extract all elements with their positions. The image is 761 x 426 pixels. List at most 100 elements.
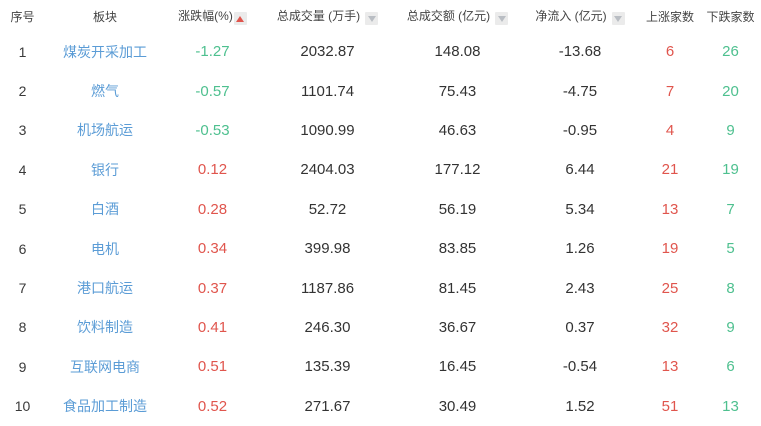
sector-link[interactable]: 煤炭开采加工 xyxy=(63,43,147,60)
sector-link[interactable]: 饮料制造 xyxy=(77,319,133,336)
sector-link[interactable]: 电机 xyxy=(91,240,119,257)
col-header-amount[interactable]: 总成交额 (亿元) xyxy=(395,0,520,32)
down-count-cell: 13 xyxy=(722,397,739,415)
up-count-cell: 19 xyxy=(661,240,679,258)
volume-cell: 271.67 xyxy=(304,397,351,415)
sector-link[interactable]: 食品加工制造 xyxy=(63,398,147,415)
amount-cell: 177.12 xyxy=(434,161,481,179)
col-header-amount-label: 总成交额 (亿元) xyxy=(406,8,491,23)
up-count-cell: 13 xyxy=(661,358,679,376)
table-row: 2 燃气 -0.57 1101.74 75.43 -4.75 7 20 xyxy=(0,71,761,110)
table-row: 5 白酒 0.28 52.72 56.19 5.34 13 7 xyxy=(0,190,761,229)
col-header-up-count: 上涨家数 xyxy=(640,0,700,32)
volume-cell: 1101.74 xyxy=(300,82,355,100)
table-row: 10 食品加工制造 0.52 271.67 30.49 1.52 51 13 xyxy=(0,387,761,426)
net-inflow-cell: -0.54 xyxy=(562,358,598,376)
amount-cell: 30.49 xyxy=(438,397,477,415)
row-index-cell: 7 xyxy=(18,280,27,297)
up-count-cell: 13 xyxy=(661,200,679,218)
col-header-index-label: 序号 xyxy=(10,9,35,24)
row-index-cell: 1 xyxy=(18,43,27,60)
change-pct-cell: 0.12 xyxy=(197,161,228,179)
change-pct-cell: 0.52 xyxy=(197,397,228,415)
sector-link[interactable]: 银行 xyxy=(91,161,119,178)
up-count-cell: 51 xyxy=(661,397,679,415)
row-index-cell: 3 xyxy=(18,122,27,139)
row-index-cell: 2 xyxy=(18,83,27,100)
row-index-cell: 5 xyxy=(18,201,27,218)
sector-link[interactable]: 互联网电商 xyxy=(70,358,140,375)
col-header-change-pct[interactable]: 涨跌幅(%) xyxy=(165,0,260,32)
net-inflow-cell: -0.95 xyxy=(562,121,598,139)
sort-inactive-icon[interactable] xyxy=(495,12,509,26)
sector-link[interactable]: 港口航运 xyxy=(77,280,133,297)
up-count-cell: 6 xyxy=(665,43,675,61)
down-count-cell: 26 xyxy=(722,43,739,61)
table-row: 8 饮料制造 0.41 246.30 36.67 0.37 32 9 xyxy=(0,308,761,347)
col-header-volume[interactable]: 总成交量 (万手) xyxy=(260,0,395,32)
down-count-cell: 7 xyxy=(726,200,735,218)
table-row: 1 煤炭开采加工 -1.27 2032.87 148.08 -13.68 6 26 xyxy=(0,32,761,71)
amount-cell: 81.45 xyxy=(438,279,477,297)
header-row: 序号 板块 涨跌幅(%) 总成交量 (万手) 总成交额 (亿元) 净流入 (亿元… xyxy=(0,0,761,32)
table-body: 1 煤炭开采加工 -1.27 2032.87 148.08 -13.68 6 26 2 燃气 -0.… xyxy=(0,32,761,426)
down-count-cell: 19 xyxy=(722,161,739,179)
volume-cell: 52.72 xyxy=(308,200,347,218)
volume-cell: 1090.99 xyxy=(300,121,355,139)
col-header-sector: 板块 xyxy=(45,0,165,32)
sector-link[interactable]: 燃气 xyxy=(91,83,119,100)
volume-cell: 1187.86 xyxy=(300,279,355,297)
row-index-cell: 8 xyxy=(18,319,27,336)
net-inflow-cell: 0.37 xyxy=(565,318,595,336)
up-count-cell: 25 xyxy=(661,279,679,297)
change-pct-cell: -0.57 xyxy=(195,82,230,100)
sort-inactive-icon[interactable] xyxy=(365,12,379,26)
change-pct-cell: 0.34 xyxy=(197,240,228,258)
up-count-cell: 4 xyxy=(665,121,675,139)
volume-cell: 246.30 xyxy=(304,318,351,336)
change-pct-cell: -0.53 xyxy=(195,121,230,139)
net-inflow-cell: 2.43 xyxy=(565,279,595,297)
col-header-index: 序号 xyxy=(0,0,45,32)
col-header-net-inflow[interactable]: 净流入 (亿元) xyxy=(520,0,640,32)
change-pct-cell: 0.51 xyxy=(197,358,228,376)
down-count-cell: 9 xyxy=(726,318,735,336)
down-count-cell: 6 xyxy=(726,358,735,376)
col-header-change-pct-label: 涨跌幅(%) xyxy=(178,8,233,23)
down-count-cell: 9 xyxy=(726,121,735,139)
row-index-cell: 9 xyxy=(18,358,27,375)
sector-link[interactable]: 机场航运 xyxy=(77,122,133,139)
amount-cell: 75.43 xyxy=(438,82,477,100)
row-index-cell: 4 xyxy=(18,161,27,178)
sector-link[interactable]: 白酒 xyxy=(91,201,119,218)
volume-cell: 399.98 xyxy=(304,240,351,258)
volume-cell: 2032.87 xyxy=(300,43,355,61)
sort-inactive-icon[interactable] xyxy=(611,12,625,26)
col-header-volume-label: 总成交量 (万手) xyxy=(276,8,361,23)
row-index-cell: 10 xyxy=(14,398,31,415)
amount-cell: 46.63 xyxy=(438,121,477,139)
down-count-cell: 5 xyxy=(726,240,735,258)
col-header-sector-label: 板块 xyxy=(92,9,117,24)
col-header-up-count-label: 上涨家数 xyxy=(645,9,694,24)
table-row: 6 电机 0.34 399.98 83.85 1.26 19 5 xyxy=(0,229,761,268)
table-header: 序号 板块 涨跌幅(%) 总成交量 (万手) 总成交额 (亿元) 净流入 (亿元… xyxy=(0,0,761,32)
change-pct-cell: 0.37 xyxy=(197,279,228,297)
amount-cell: 148.08 xyxy=(434,43,481,61)
sort-ascending-active-icon[interactable] xyxy=(233,12,247,26)
table-row: 9 互联网电商 0.51 135.39 16.45 -0.54 13 6 xyxy=(0,347,761,386)
table-row: 7 港口航运 0.37 1187.86 81.45 2.43 25 8 xyxy=(0,268,761,307)
net-inflow-cell: 5.34 xyxy=(565,200,595,218)
col-header-down-count-label: 下跌家数 xyxy=(706,9,755,24)
amount-cell: 83.85 xyxy=(438,240,477,258)
up-count-cell: 7 xyxy=(665,82,675,100)
change-pct-cell: 0.41 xyxy=(197,318,228,336)
volume-cell: 135.39 xyxy=(304,358,351,376)
amount-cell: 36.67 xyxy=(438,318,477,336)
col-header-net-inflow-label: 净流入 (亿元) xyxy=(535,8,607,23)
down-count-cell: 8 xyxy=(726,279,735,297)
table-row: 3 机场航运 -0.53 1090.99 46.63 -0.95 4 9 xyxy=(0,111,761,150)
row-index-cell: 6 xyxy=(18,240,27,257)
net-inflow-cell: 6.44 xyxy=(565,161,595,179)
